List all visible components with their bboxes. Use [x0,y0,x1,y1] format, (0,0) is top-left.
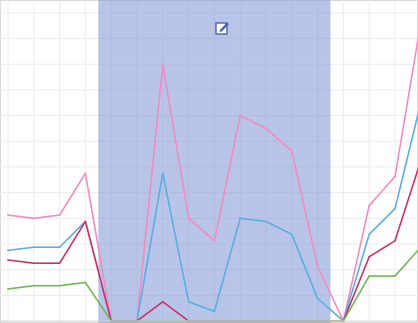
data-point [84,281,87,284]
data-point [58,284,61,287]
data-point [84,220,87,223]
data-point [32,217,35,220]
data-point [316,297,319,300]
data-point [7,259,9,261]
data-point [7,288,9,290]
data-point [161,172,164,175]
data-point [239,114,242,117]
data-point [368,255,371,258]
data-point [265,220,267,223]
data-point [58,262,61,265]
data-point [394,207,396,210]
data-point [58,214,61,216]
data-point [58,246,61,249]
data-point [368,233,371,236]
data-point [213,310,216,313]
data-point [316,265,319,268]
data-point [368,204,371,207]
data-point [84,172,87,175]
data-point [290,149,293,152]
data-point [290,233,293,236]
data-point [394,239,396,242]
data-point [32,262,35,265]
data-point [265,127,267,130]
data-point [32,246,35,249]
data-point [161,63,164,66]
series-line-1 [7,34,418,322]
data-point [32,284,35,287]
data-point [187,217,190,220]
data-point [213,239,216,242]
edit-icon[interactable] [214,20,230,36]
data-point [239,217,242,220]
data-point [7,249,9,252]
data-point [368,275,371,277]
data-point [7,214,9,216]
data-point [394,275,396,277]
series-line-2 [7,110,418,322]
selection-band [98,0,331,323]
data-point [394,175,396,178]
data-point [187,300,190,303]
data-point [161,300,164,303]
